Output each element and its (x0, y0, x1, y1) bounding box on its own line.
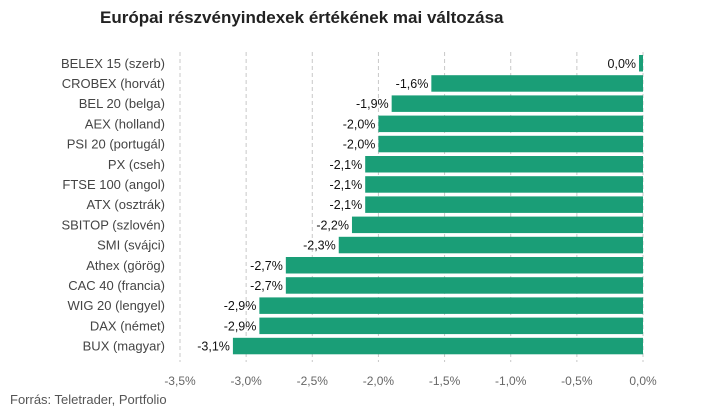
x-tick-label: -3,0% (230, 374, 262, 388)
x-axis-ticks: -3,5% -3,0% -2,5% -2,0% -1,5% -1,0% -0,5% 0,0% (164, 374, 657, 388)
data-label: -2,3% (303, 239, 336, 253)
bar (378, 135, 643, 153)
data-label: -1,6% (396, 77, 429, 91)
category-label: BEL 20 (belga) (79, 96, 165, 111)
bar (285, 257, 643, 274)
bar (232, 337, 643, 355)
data-label: -2,9% (224, 319, 257, 333)
data-label: -1,9% (356, 97, 389, 111)
bar (365, 156, 643, 173)
bar (285, 277, 643, 294)
category-label: SMI (svájci) (97, 238, 165, 253)
x-tick-label: -1,0% (495, 374, 527, 388)
x-tick-label: -0,5% (561, 374, 593, 388)
category-label: PSI 20 (portugál) (67, 137, 165, 152)
category-label: PX (cseh) (108, 157, 165, 172)
category-label: DAX (német) (90, 318, 165, 333)
category-label: Athex (görög) (86, 258, 165, 273)
data-label: -2,7% (250, 279, 283, 293)
x-tick-label: 0,0% (629, 374, 657, 388)
bar (378, 115, 643, 133)
data-label: -2,0% (343, 117, 376, 131)
data-label: -2,1% (330, 178, 363, 192)
source-note: Forrás: Teletrader, Portfolio (10, 392, 167, 407)
bars (232, 55, 643, 355)
category-label: CROBEX (horvát) (62, 76, 165, 91)
chart-title: Európai részvényindexek értékének mai vá… (100, 8, 504, 27)
data-label: -2,0% (343, 138, 376, 152)
bar (391, 95, 643, 112)
value-labels: 0,0% -1,6% -1,9% -2,0% -2,0% -2,1% -2,1% -2,1% -… (197, 57, 636, 354)
bar (259, 317, 643, 335)
x-tick-label: -2,5% (297, 374, 329, 388)
x-tick-label: -2,0% (363, 374, 395, 388)
bar (365, 196, 643, 213)
bar (639, 55, 643, 72)
category-label: FTSE 100 (angol) (62, 177, 165, 192)
data-label: -2,1% (330, 158, 363, 172)
category-label: AEX (holland) (85, 116, 165, 131)
category-label: BELEX 15 (szerb) (61, 56, 165, 71)
data-label: 0,0% (608, 57, 637, 71)
data-label: -3,1% (197, 340, 230, 354)
bar (365, 176, 643, 193)
category-label: BUX (magyar) (83, 339, 165, 354)
category-label: SBITOP (szlovén) (61, 217, 165, 232)
x-tick-label: -3,5% (164, 374, 196, 388)
category-label: WIG 20 (lengyel) (67, 298, 165, 313)
category-label: CAC 40 (francia) (68, 278, 165, 293)
bar (351, 216, 643, 234)
category-label: ATX (osztrák) (87, 197, 166, 212)
bar (431, 75, 643, 92)
bar (259, 297, 643, 314)
data-label: -2,1% (330, 198, 363, 212)
data-label: -2,9% (224, 299, 257, 313)
data-label: -2,2% (316, 218, 349, 232)
bar (338, 236, 643, 254)
category-labels: BELEX 15 (szerb) CROBEX (horvát) BEL 20 (b… (61, 56, 165, 354)
x-tick-label: -1,5% (429, 374, 461, 388)
data-label: -2,7% (250, 259, 283, 273)
